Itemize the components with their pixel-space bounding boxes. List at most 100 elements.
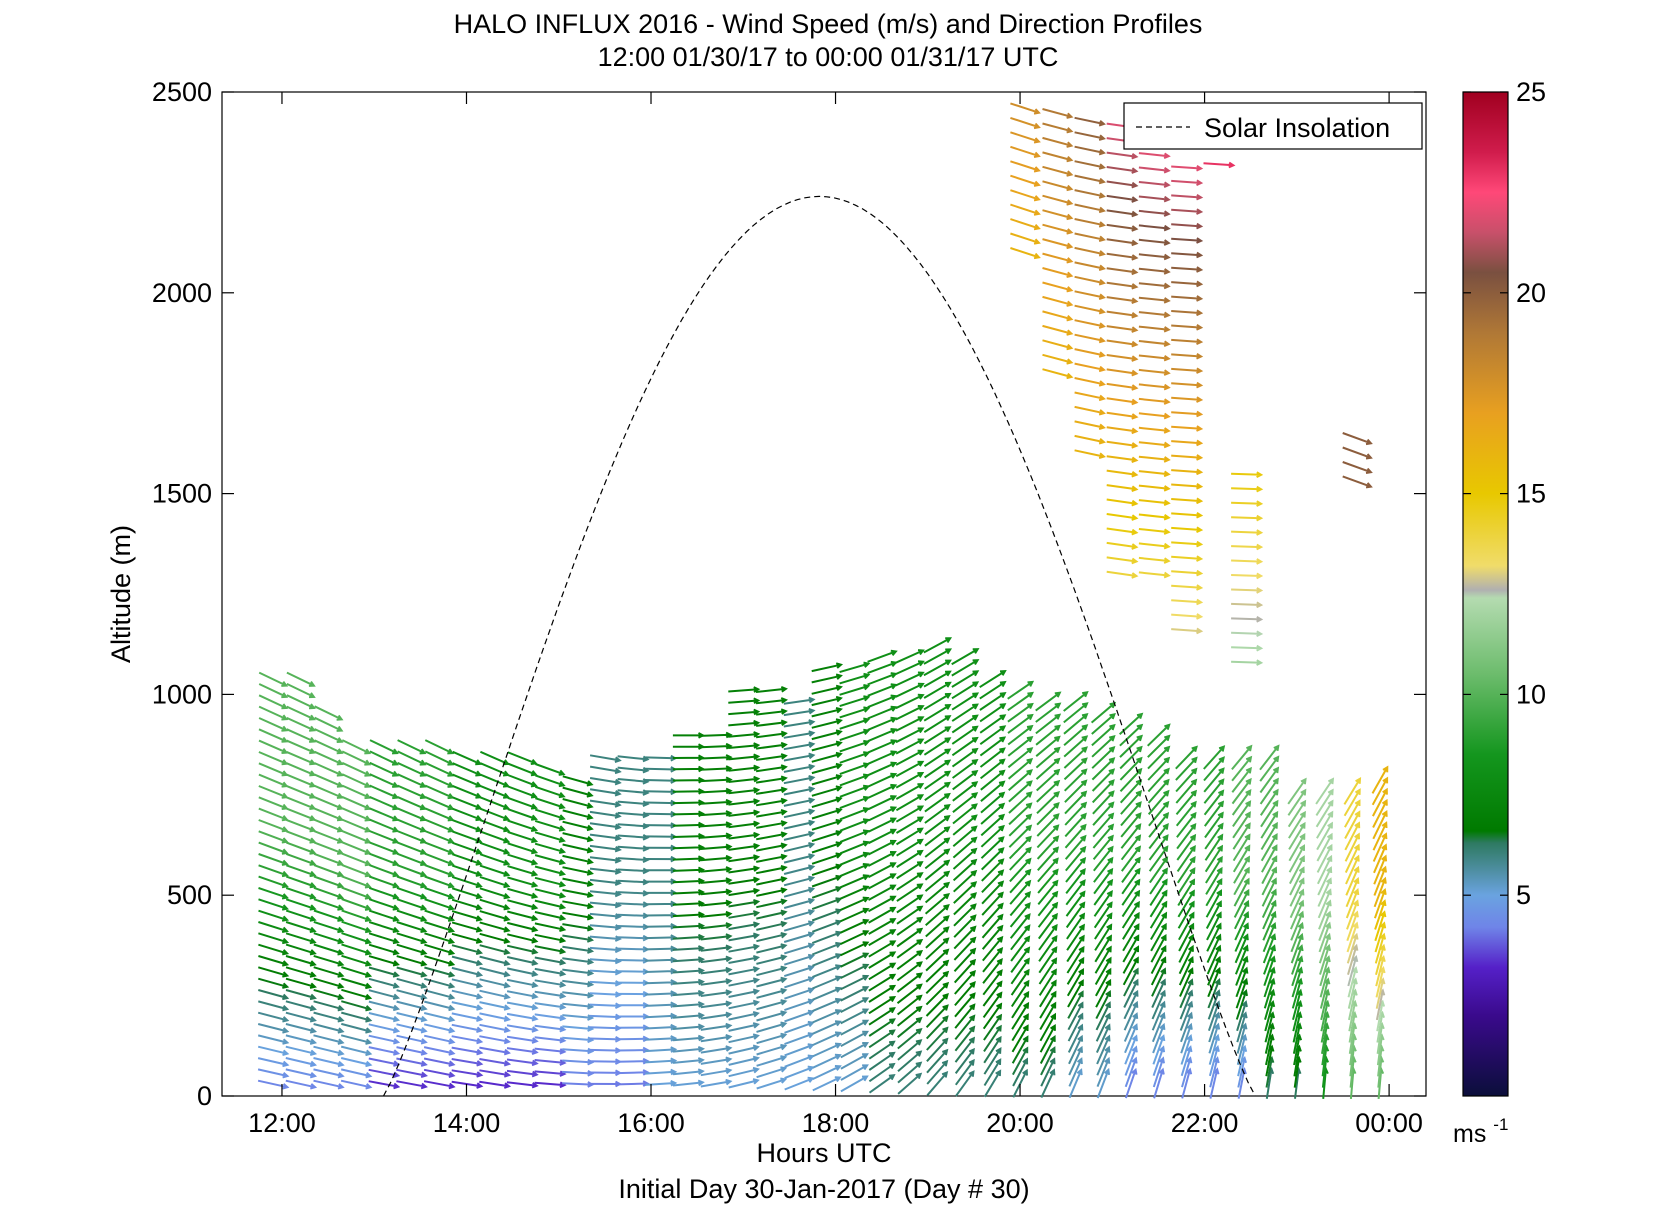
wind-arrow: [562, 911, 595, 921]
wind-arrow: [1010, 968, 1030, 996]
wind-arrow: [1035, 702, 1062, 723]
wind-arrow: [700, 854, 733, 862]
wind-arrow: [479, 1035, 511, 1045]
wind-arrow: [700, 933, 733, 941]
wind-arrow: [1316, 810, 1334, 839]
wind-arrow: [953, 947, 977, 972]
wind-arrow: [562, 1036, 595, 1044]
wind-arrow: [1234, 910, 1250, 941]
wind-arrow: [923, 659, 952, 677]
wind-arrow: [1074, 449, 1106, 459]
wind-arrow: [1345, 854, 1360, 885]
colorbar-unit-base: ms: [1453, 1120, 1486, 1148]
wind-arrow: [1317, 888, 1332, 919]
wind-arrow: [396, 1023, 428, 1034]
wind-arrow: [1042, 122, 1074, 134]
wind-arrow: [1372, 832, 1388, 862]
wind-arrow: [1259, 777, 1279, 805]
wind-arrow: [341, 750, 372, 766]
wind-arrow: [895, 805, 925, 823]
wind-arrow: [1039, 979, 1057, 1008]
wind-arrow: [1263, 955, 1276, 987]
wind-arrow: [840, 1053, 869, 1070]
wind-arrow: [1010, 946, 1031, 973]
wind-arrow: [953, 869, 978, 893]
wind-arrow: [1106, 455, 1139, 464]
wind-arrow: [1011, 990, 1030, 1019]
wind-arrow: [1177, 867, 1196, 895]
wind-arrow: [951, 659, 980, 677]
wind-arrow: [258, 683, 289, 699]
wind-arrow: [1096, 1045, 1111, 1076]
wind-arrow: [1008, 780, 1033, 803]
wind-arrow: [1138, 311, 1171, 319]
wind-arrow: [257, 1045, 290, 1056]
wind-arrow: [867, 783, 898, 799]
wind-arrow: [1074, 275, 1106, 286]
wind-arrow: [396, 875, 428, 889]
wind-arrow: [1181, 1056, 1193, 1088]
wind-arrow: [1010, 174, 1041, 187]
wind-arrow: [1094, 934, 1112, 963]
wind-arrow: [479, 898, 511, 911]
wind-arrow: [1106, 296, 1139, 305]
wind-arrow: [1176, 833, 1197, 861]
wind-arrow: [1171, 497, 1204, 505]
wind-arrow: [479, 887, 511, 900]
wind-arrow: [285, 1000, 317, 1012]
wind-arrow: [979, 703, 1007, 723]
wind-arrow: [506, 1035, 539, 1044]
wind-arrow: [924, 803, 951, 824]
wind-arrow: [1171, 324, 1204, 331]
wind-arrow: [1264, 1011, 1276, 1043]
wind-arrow: [589, 946, 622, 954]
wind-arrow: [783, 931, 815, 943]
wind-arrow: [1042, 295, 1074, 307]
wind-arrow: [507, 830, 539, 844]
wind-arrow: [1344, 799, 1361, 828]
wind-arrow: [479, 1046, 511, 1056]
wind-arrow: [1064, 790, 1088, 815]
wind-arrow: [285, 1011, 317, 1023]
wind-arrow: [952, 858, 978, 882]
wind-arrow: [1067, 1012, 1084, 1042]
wind-arrow: [1120, 823, 1142, 849]
wind-arrow: [954, 1025, 976, 1052]
wind-arrow: [424, 921, 456, 933]
wind-arrow: [839, 885, 870, 900]
wind-arrow: [1106, 180, 1139, 189]
wind-arrow: [534, 876, 567, 888]
wind-arrow: [756, 842, 788, 852]
wind-arrow: [534, 842, 567, 854]
wind-arrow: [1039, 1012, 1056, 1042]
wind-arrow: [286, 716, 316, 732]
wind-arrow: [1038, 957, 1058, 985]
wind-arrow: [784, 976, 815, 989]
wind-arrow: [1106, 209, 1139, 218]
wind-arrow: [756, 898, 788, 909]
wind-arrow: [980, 824, 1005, 848]
wind-arrow: [1148, 845, 1169, 872]
wind-arrow: [1123, 978, 1139, 1008]
wind-arrow: [617, 811, 650, 819]
wind-arrow: [1074, 261, 1106, 271]
wind-arrow: [1346, 921, 1359, 953]
wind-arrow: [868, 962, 897, 981]
wind-arrow: [1319, 966, 1331, 998]
wind-arrow: [1037, 890, 1059, 917]
wind-arrow: [1065, 856, 1087, 883]
wind-arrow: [1344, 810, 1361, 839]
wind-arrow: [700, 955, 733, 964]
wind-arrow: [479, 966, 511, 978]
wind-arrow: [1106, 194, 1139, 203]
wind-arrow: [1106, 498, 1139, 507]
wind-arrow: [1106, 411, 1139, 420]
wind-arrow: [756, 887, 788, 897]
wind-arrow: [1010, 145, 1041, 158]
wind-arrow: [313, 977, 345, 989]
wind-arrow: [1091, 734, 1116, 758]
wind-arrow: [756, 831, 788, 841]
wind-arrow: [451, 1058, 484, 1067]
wind-arrow: [867, 705, 898, 720]
wind-arrow: [1138, 484, 1171, 492]
